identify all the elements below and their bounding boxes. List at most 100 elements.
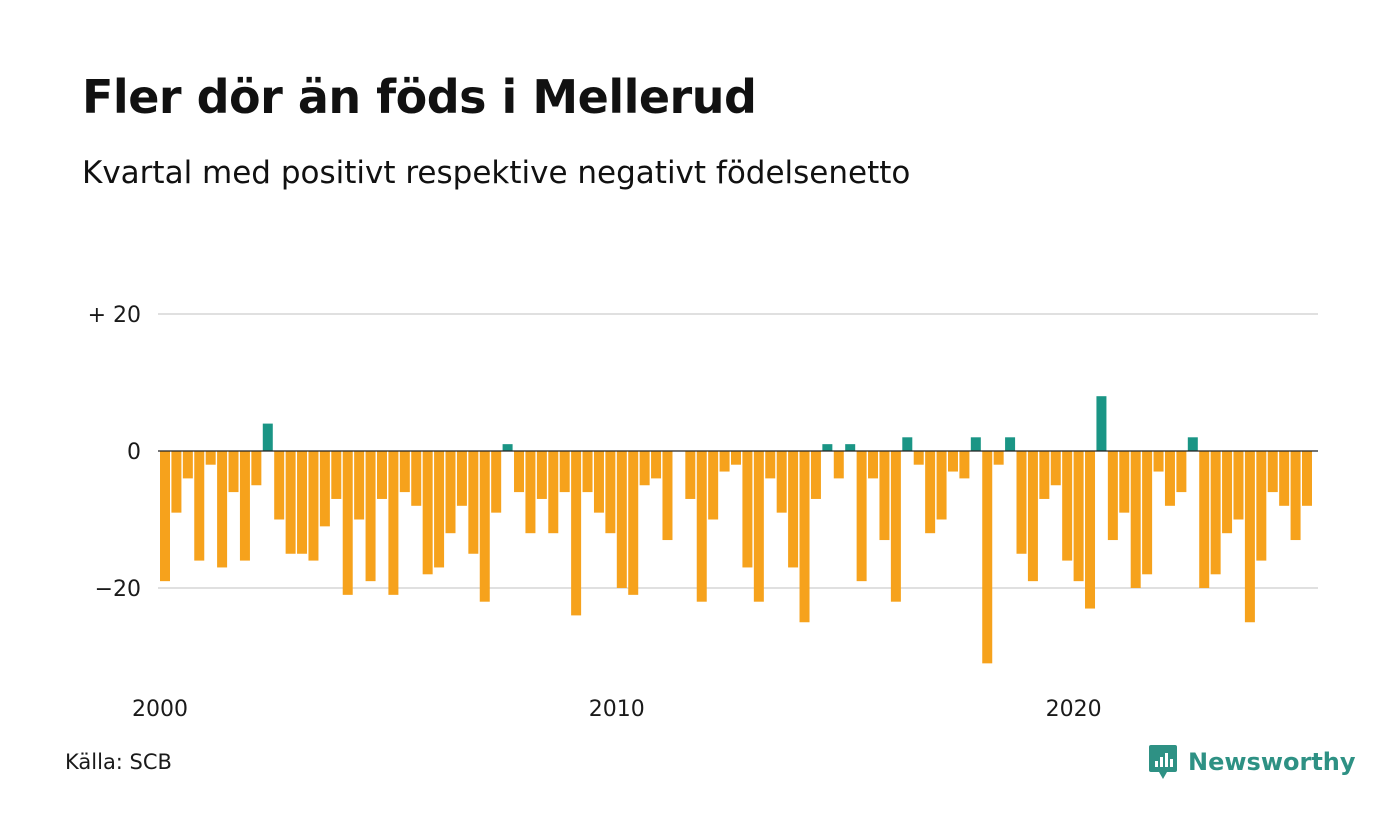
bar	[536, 451, 547, 499]
bar	[639, 451, 650, 486]
bar	[239, 451, 250, 561]
y-tick-label: −20	[95, 577, 141, 602]
bar	[582, 451, 593, 493]
bar	[548, 451, 559, 534]
bar	[571, 451, 582, 616]
bar	[274, 451, 285, 520]
bar	[605, 451, 616, 534]
bar	[719, 451, 730, 472]
bar	[993, 451, 1004, 465]
bar	[1107, 451, 1118, 541]
bar	[1073, 451, 1084, 582]
bar	[868, 451, 879, 479]
bar	[308, 451, 319, 561]
chart-bubble-icon	[1149, 745, 1177, 779]
bar	[799, 451, 810, 623]
bar	[1085, 451, 1096, 609]
bar	[411, 451, 422, 506]
bar	[616, 451, 627, 588]
bar	[365, 451, 376, 582]
bar	[479, 451, 490, 602]
bar	[593, 451, 604, 513]
bar	[1290, 451, 1301, 541]
bar	[1199, 451, 1210, 588]
x-tick-label: 2000	[132, 697, 188, 722]
bar	[1279, 451, 1290, 506]
bar	[1244, 451, 1255, 623]
bar	[194, 451, 205, 561]
bar	[1233, 451, 1244, 520]
y-tick-label: + 20	[88, 303, 141, 328]
bar	[1039, 451, 1050, 499]
bar	[959, 451, 970, 479]
bar	[1210, 451, 1221, 575]
bar	[502, 444, 513, 451]
bar	[765, 451, 776, 479]
bar	[171, 451, 182, 513]
bar	[1153, 451, 1164, 472]
bar	[319, 451, 330, 527]
bar	[628, 451, 639, 595]
bar	[1096, 396, 1107, 451]
bar	[285, 451, 296, 554]
bar	[251, 451, 262, 486]
bar	[1016, 451, 1027, 554]
bar	[1267, 451, 1278, 493]
bar	[228, 451, 239, 493]
bar	[1187, 437, 1198, 451]
bar	[879, 451, 890, 541]
bar	[936, 451, 947, 520]
bar	[776, 451, 787, 513]
brand-name: Newsworthy	[1188, 748, 1356, 776]
bar	[742, 451, 753, 568]
bar	[468, 451, 479, 554]
x-tick-label: 2020	[1046, 697, 1102, 722]
bar	[217, 451, 228, 568]
chart-title: Fler dör än föds i Mellerud	[82, 70, 757, 124]
bar	[1119, 451, 1130, 513]
bar	[685, 451, 696, 499]
bar	[331, 451, 342, 499]
bar	[456, 451, 467, 506]
axes: + 20 0 −20 2000 2010 2020	[88, 303, 1318, 722]
bar	[651, 451, 662, 479]
bar	[1130, 451, 1141, 588]
bar	[902, 437, 913, 451]
brand-logo: Newsworthy	[1148, 743, 1356, 781]
bar	[297, 451, 308, 554]
bar	[833, 451, 844, 479]
bar	[856, 451, 867, 582]
chart-subtitle: Kvartal med positivt respektive negativt…	[82, 155, 911, 191]
bar	[982, 451, 993, 664]
bar	[160, 451, 170, 582]
bar	[1062, 451, 1073, 561]
bar	[731, 451, 741, 465]
bar	[913, 451, 924, 465]
bar	[491, 451, 502, 513]
bar	[845, 444, 856, 451]
bar	[662, 451, 673, 541]
bar	[1164, 451, 1175, 506]
bar	[1176, 451, 1187, 493]
bar	[890, 451, 901, 602]
bar	[925, 451, 936, 534]
bar	[182, 451, 193, 479]
bar	[788, 451, 799, 568]
bar	[514, 451, 525, 493]
x-tick-label: 2010	[589, 697, 645, 722]
bar	[376, 451, 387, 499]
bar	[708, 451, 719, 520]
bar	[1027, 451, 1038, 582]
bar	[1142, 451, 1153, 575]
bar	[388, 451, 399, 595]
bar	[422, 451, 433, 575]
bar	[1256, 451, 1267, 561]
bar	[354, 451, 365, 520]
bar	[1050, 451, 1061, 486]
bar	[696, 451, 707, 602]
bar	[205, 451, 216, 465]
bar	[1302, 451, 1312, 506]
bar	[1222, 451, 1233, 534]
bar	[822, 444, 833, 451]
